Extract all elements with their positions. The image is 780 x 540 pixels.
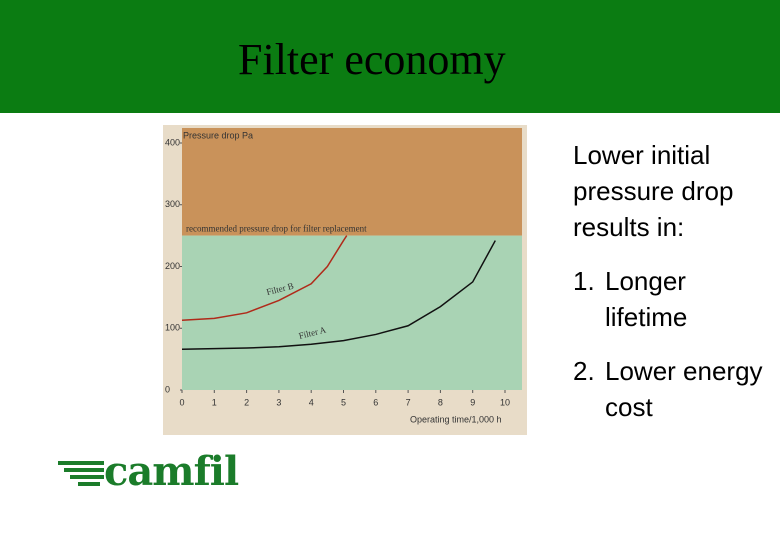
- header-bar: [0, 0, 780, 113]
- x-tick-label: 8: [438, 397, 443, 407]
- y-tick-label: 300: [165, 199, 180, 209]
- intro: Lower initial pressure drop results in:: [573, 140, 734, 242]
- y-axis-label: Pressure drop Pa: [183, 130, 253, 140]
- x-tick-label: 7: [406, 397, 411, 407]
- x-tick-label: 2: [244, 397, 249, 407]
- threshold-label: recommended pressure drop for filter rep…: [186, 224, 367, 234]
- x-tick-label: 5: [341, 397, 346, 407]
- region-above: [182, 128, 522, 236]
- y-tick-label: 200: [165, 261, 180, 271]
- text-block: Lower initial pressure drop results in: …: [573, 137, 773, 425]
- marker: 2.: [573, 356, 595, 386]
- series-line: [181, 235, 348, 321]
- item-text: Lower energy cost: [605, 356, 763, 422]
- y-tick-label: 0: [165, 384, 170, 394]
- x-tick-label: 1: [212, 397, 217, 407]
- x-tick-label: 3: [276, 397, 281, 407]
- series-line: [181, 240, 496, 350]
- list-item: 2. Lower energy cost: [573, 353, 773, 425]
- logo: camfil: [104, 448, 239, 495]
- slide-title: Filter economy: [238, 35, 506, 84]
- y-tick-label: 400: [165, 137, 180, 147]
- marker: 1.: [573, 266, 595, 296]
- list-item: 1. Longer lifetime: [573, 263, 773, 335]
- x-tick-label: 10: [500, 397, 510, 407]
- x-axis-label: Operating time/1,000 h: [410, 414, 502, 424]
- x-tick-label: 9: [470, 397, 475, 407]
- item-text: Longer lifetime: [605, 266, 688, 332]
- region-below: [182, 235, 522, 390]
- x-tick-label: 6: [373, 397, 378, 407]
- x-tick-label: 4: [309, 397, 314, 407]
- x-tick-label: 0: [179, 397, 184, 407]
- y-tick-label: 100: [165, 323, 180, 333]
